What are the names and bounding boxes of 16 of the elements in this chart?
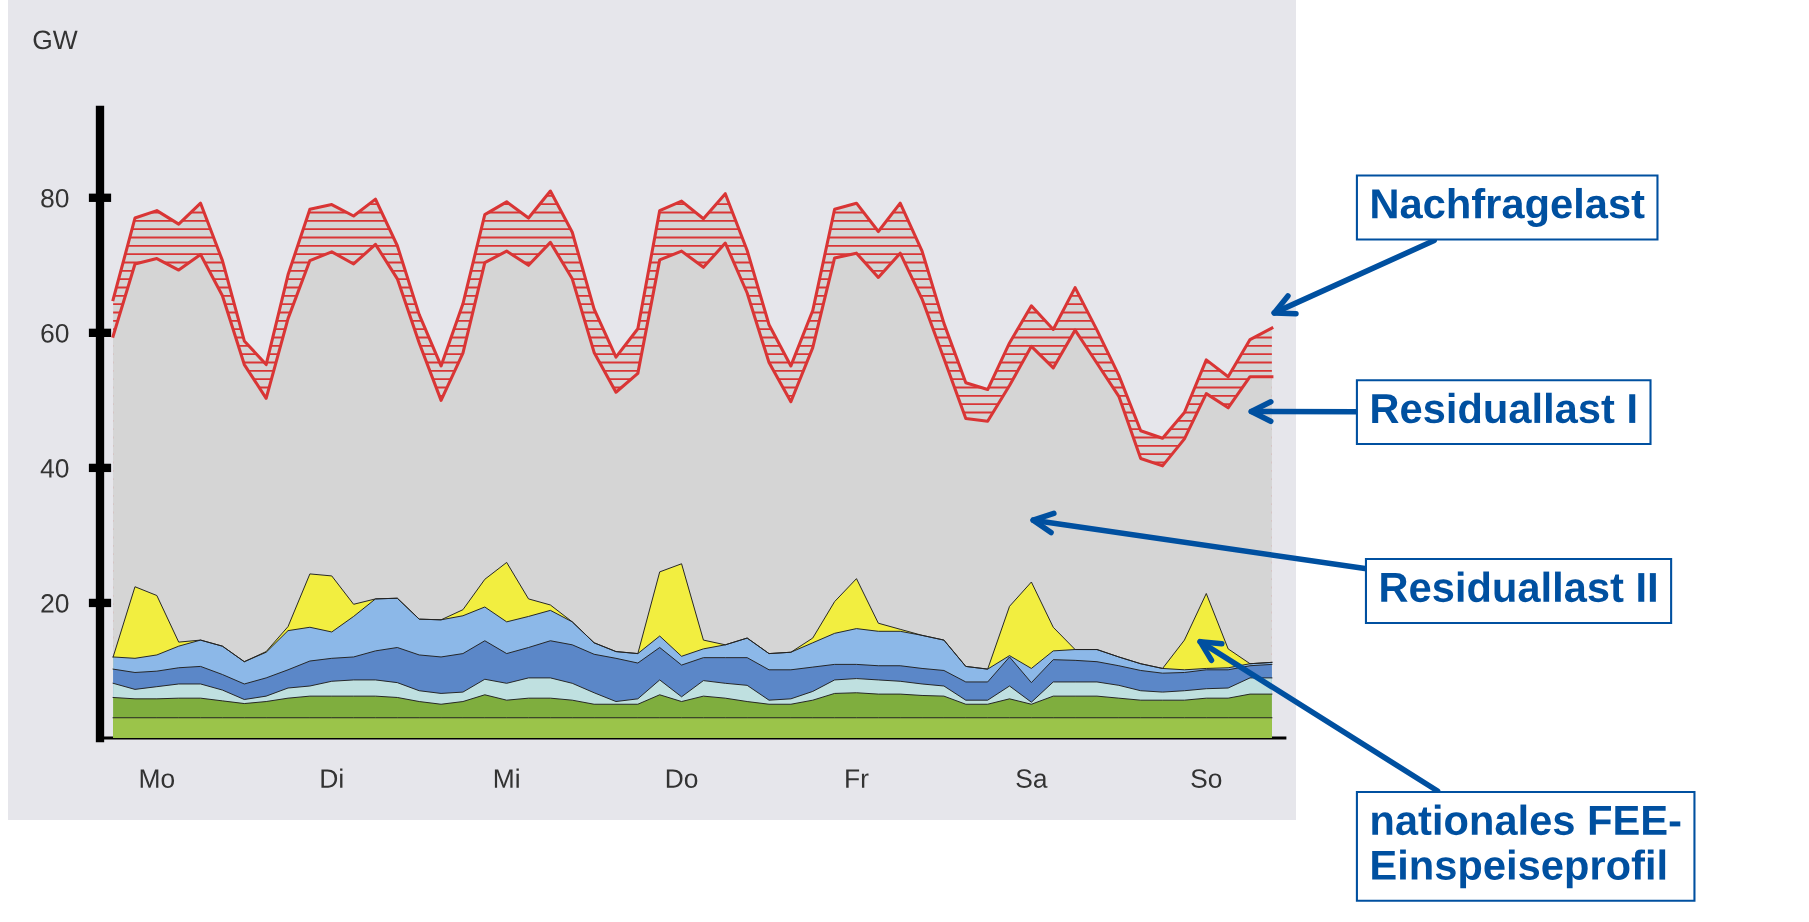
y-tick-label: 80 (41, 188, 69, 208)
x-tick-label: Fr (846, 769, 869, 788)
text: nationales FEE- Einspeiseprofil (1372, 804, 1681, 889)
x-tick-label: Di (321, 768, 343, 788)
x-tick-label: Do (666, 769, 698, 788)
x-tick-label: Sa (1016, 769, 1048, 788)
y-axis-title: GW (33, 30, 78, 50)
y-tick-label: 20 (41, 594, 69, 613)
x-tick-label: Mo (140, 769, 175, 788)
x-tick-label: Mi (494, 768, 519, 788)
text: Nachfragelast (1372, 187, 1645, 227)
y-tick-label: 60 (41, 323, 69, 343)
text: Residuallast I (1372, 392, 1636, 424)
x-tick-label: So (1191, 769, 1222, 788)
text: Residuallast II (1381, 571, 1656, 603)
y-tick-label: 40 (40, 459, 69, 478)
